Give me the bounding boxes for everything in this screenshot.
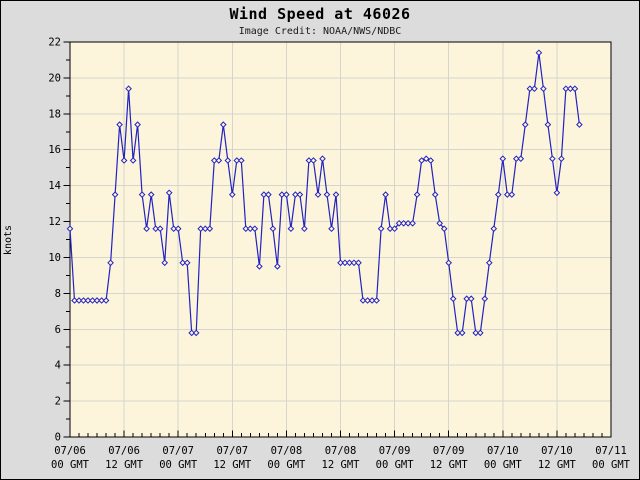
axis-ticks <box>63 41 612 438</box>
svg-text:12 GMT: 12 GMT <box>213 459 252 471</box>
y-axis-label: knots <box>3 224 14 256</box>
wind-speed-line <box>69 52 580 334</box>
svg-text:14: 14 <box>48 180 61 192</box>
svg-text:07/09: 07/09 <box>379 445 411 457</box>
svg-text:07/07: 07/07 <box>162 445 194 457</box>
svg-text:00 GMT: 00 GMT <box>159 459 198 471</box>
svg-text:00 GMT: 00 GMT <box>267 459 306 471</box>
svg-text:07/08: 07/08 <box>325 445 357 457</box>
grid <box>70 42 611 437</box>
svg-text:18: 18 <box>48 108 61 120</box>
svg-text:07/11: 07/11 <box>595 445 627 457</box>
svg-text:12 GMT: 12 GMT <box>322 459 361 471</box>
svg-text:6: 6 <box>55 324 61 336</box>
svg-text:07/09: 07/09 <box>433 445 465 457</box>
svg-text:22: 22 <box>48 37 61 49</box>
svg-text:00 GMT: 00 GMT <box>51 459 90 471</box>
svg-text:00 GMT: 00 GMT <box>484 459 523 471</box>
svg-text:07/08: 07/08 <box>271 445 303 457</box>
svg-text:07/06: 07/06 <box>54 445 86 457</box>
svg-text:07/07: 07/07 <box>216 445 248 457</box>
svg-text:12 GMT: 12 GMT <box>105 459 144 471</box>
svg-text:00 GMT: 00 GMT <box>592 459 631 471</box>
svg-text:12 GMT: 12 GMT <box>538 459 577 471</box>
svg-text:0: 0 <box>55 432 61 444</box>
svg-text:16: 16 <box>48 144 61 156</box>
chart-title: Wind Speed at 46026 <box>229 5 411 23</box>
x-axis-tick-labels: 07/06 00 GMT 07/06 12 GMT 07/07 00 GMT 07/07 12… <box>51 445 631 471</box>
svg-text:8: 8 <box>55 288 61 300</box>
plot-frame <box>69 41 612 438</box>
svg-text:12 GMT: 12 GMT <box>430 459 469 471</box>
svg-text:00 GMT: 00 GMT <box>376 459 415 471</box>
svg-text:20: 20 <box>48 72 61 84</box>
data-point-markers <box>66 49 583 337</box>
svg-text:07/06: 07/06 <box>108 445 140 457</box>
svg-text:07/10: 07/10 <box>487 445 519 457</box>
svg-text:4: 4 <box>55 360 61 372</box>
svg-text:10: 10 <box>48 252 61 264</box>
svg-text:12: 12 <box>48 216 61 228</box>
y-axis-tick-labels: 0 2 4 6 8 10 12 14 16 18 20 22 <box>48 37 61 444</box>
svg-text:07/10: 07/10 <box>541 445 573 457</box>
image-credit-subtitle: Image Credit: NOAA/NWS/NDBC <box>238 26 402 37</box>
svg-text:2: 2 <box>55 396 61 408</box>
